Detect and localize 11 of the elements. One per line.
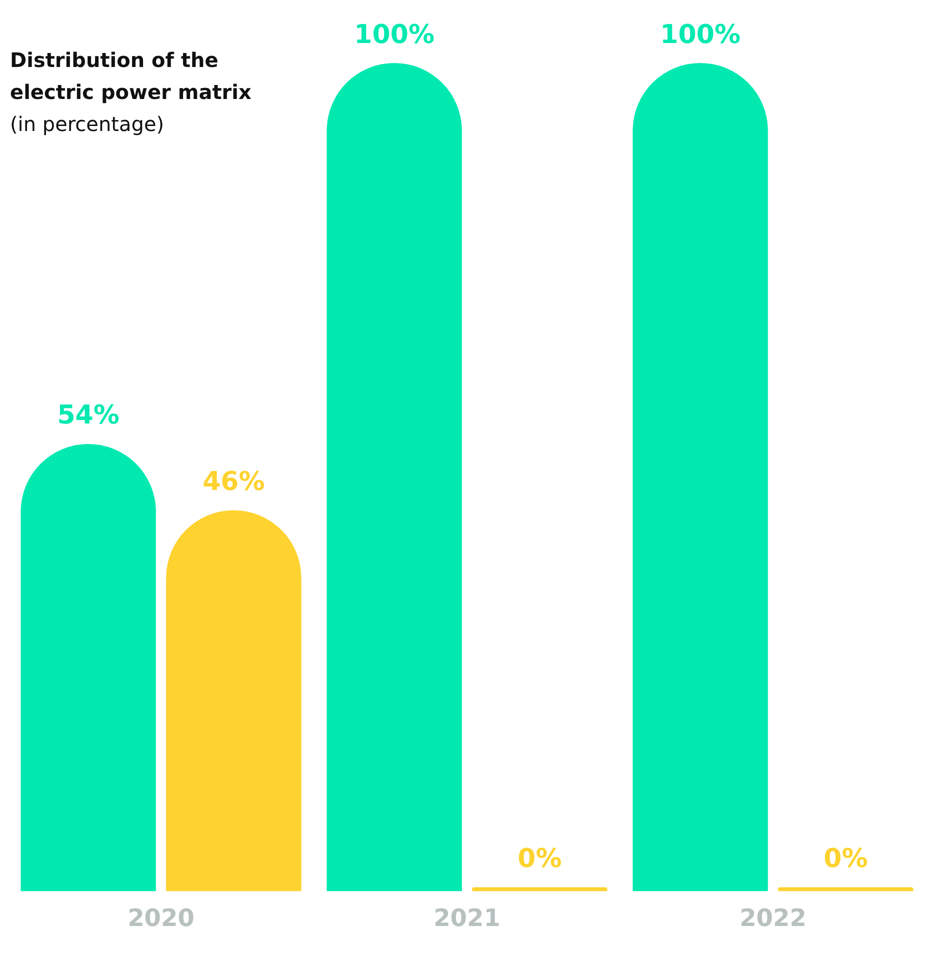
data-label: 100% [660,20,740,50]
data-label: 100% [354,20,434,50]
text: (in percentage) [10,111,166,138]
x-tick-label: 2020 [128,904,194,932]
chart-title: Distribution of the electric power matrix [10,47,252,106]
data-label: 0% [824,844,868,874]
x-tick-label: 2022 [740,904,806,932]
data-label: 54% [57,400,120,431]
data-label: 46% [202,466,265,497]
data-label: 0% [518,844,562,874]
x-tick-label: 2021 [434,904,500,932]
